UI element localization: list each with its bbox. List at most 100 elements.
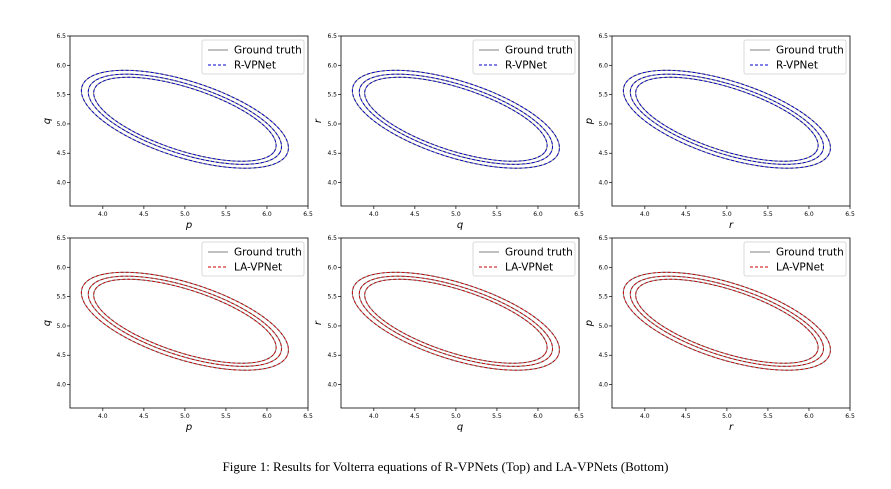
y-tick-label: 5.0 [598,121,608,128]
y-tick-label: 5.5 [56,92,66,99]
model-orbit-2 [358,275,553,367]
x-tick-label: 4.5 [681,211,691,218]
y-tick-label: 6.5 [598,235,608,242]
y-tick-label: 6.0 [56,62,66,69]
y-tick-label: 4.5 [327,150,337,157]
y-tick-label: 5.5 [56,294,66,301]
ground-truth-orbit-3 [635,278,819,364]
legend: Ground truth R-VPNet [743,39,847,75]
model-orbit-3 [364,76,548,162]
plot-area [80,271,289,371]
y-tick-label: 4.0 [56,180,66,187]
legend: Ground truth LA-VPNet [472,241,576,277]
x-tick-label: 5.5 [221,413,231,420]
x-tick-label: 6.0 [533,211,543,218]
ground-truth-orbit-2 [358,275,554,367]
y-tick-label: 5.0 [56,323,66,330]
x-tick-label: 5.0 [180,211,190,218]
model-orbit-1 [351,69,560,169]
legend-box [201,241,305,277]
legend-box [472,241,576,277]
legend-box [472,39,576,75]
y-tick-label: 6.5 [56,235,66,242]
y-tick-label: 6.0 [56,264,66,271]
x-tick-label: 6.5 [574,211,584,218]
ground-truth-orbit-3 [635,76,819,162]
y-axis-label: r [313,320,324,325]
y-tick-label: 5.5 [598,294,608,301]
y-tick-label: 6.5 [327,33,337,40]
x-axis-label: q [457,422,463,433]
model-orbit-1 [80,69,289,169]
y-tick-label: 6.0 [327,62,337,69]
x-tick-label: 5.0 [451,413,461,420]
x-tick-label: 6.5 [303,413,313,420]
x-axis-label: p [185,220,192,231]
x-axis-label: q [457,220,463,231]
legend-label: R-VPNet [776,60,818,72]
model-orbit-3 [635,278,819,364]
legend-label: Ground truth [234,45,302,57]
model-orbit-2 [629,73,824,165]
x-tick-label: 4.5 [410,413,420,420]
ground-truth-orbit-1 [622,271,831,371]
axes-frame [611,237,851,409]
legend: Ground truth R-VPNet [472,39,576,75]
y-tick-label: 4.5 [56,150,66,157]
legend-box [743,39,847,75]
model-orbit-1 [80,271,289,371]
x-tick-label: 4.0 [98,413,108,420]
legend-label: LA-VPNet [505,262,553,274]
ground-truth-orbit-3 [364,278,548,364]
plot-area [351,271,560,371]
x-tick-label: 5.0 [180,413,190,420]
ground-truth-orbit-2 [629,73,825,165]
ground-truth-orbit-3 [93,278,277,364]
model-orbit-1 [622,69,831,169]
legend-label: LA-VPNet [776,262,824,274]
ground-truth-orbit-1 [80,271,289,371]
ground-truth-orbit-2 [87,73,283,165]
model-orbit-1 [622,271,831,371]
x-tick-label: 5.0 [722,413,732,420]
y-axis-label: p [584,118,595,125]
y-tick-label: 4.5 [327,352,337,359]
y-tick-label: 6.5 [598,33,608,40]
model-orbit-2 [358,73,553,165]
y-tick-label: 4.0 [56,382,66,389]
x-tick-label: 5.5 [492,413,502,420]
subplot-4: 4.0 4.5 5.0 5.5 6.0 6.5 4.0 4.5 5.0 5.5 6.0 6.5 p q Gr… [42,235,313,433]
legend-label: Ground truth [776,247,844,259]
y-tick-label: 4.0 [327,180,337,187]
x-tick-label: 6.0 [262,211,272,218]
model-orbit-2 [87,275,282,367]
x-tick-label: 4.5 [681,413,691,420]
y-axis-label: q [42,320,53,326]
ground-truth-orbit-1 [80,69,289,169]
legend: Ground truth R-VPNet [201,39,305,75]
x-tick-label: 4.5 [410,211,420,218]
y-tick-label: 5.5 [327,294,337,301]
x-tick-label: 4.0 [98,211,108,218]
x-axis-label: r [729,422,734,433]
x-tick-label: 5.0 [722,211,732,218]
legend-label: Ground truth [505,45,573,57]
plot-area [351,69,560,169]
y-tick-label: 4.5 [598,150,608,157]
x-axis-label: r [729,220,734,231]
axes-frame [69,237,309,409]
y-tick-label: 4.5 [56,352,66,359]
y-axis-label: q [42,118,53,124]
legend-label: R-VPNet [234,60,276,72]
x-tick-label: 6.5 [845,211,855,218]
x-tick-label: 5.5 [763,211,773,218]
ground-truth-orbit-2 [358,73,554,165]
y-tick-label: 4.0 [598,382,608,389]
y-tick-label: 6.0 [327,264,337,271]
figure-caption: Figure 1: Results for Volterra equations… [222,459,669,474]
y-tick-label: 6.0 [598,62,608,69]
y-tick-label: 4.0 [327,382,337,389]
y-tick-label: 5.5 [327,92,337,99]
x-tick-label: 6.5 [574,413,584,420]
ground-truth-orbit-3 [364,76,548,162]
